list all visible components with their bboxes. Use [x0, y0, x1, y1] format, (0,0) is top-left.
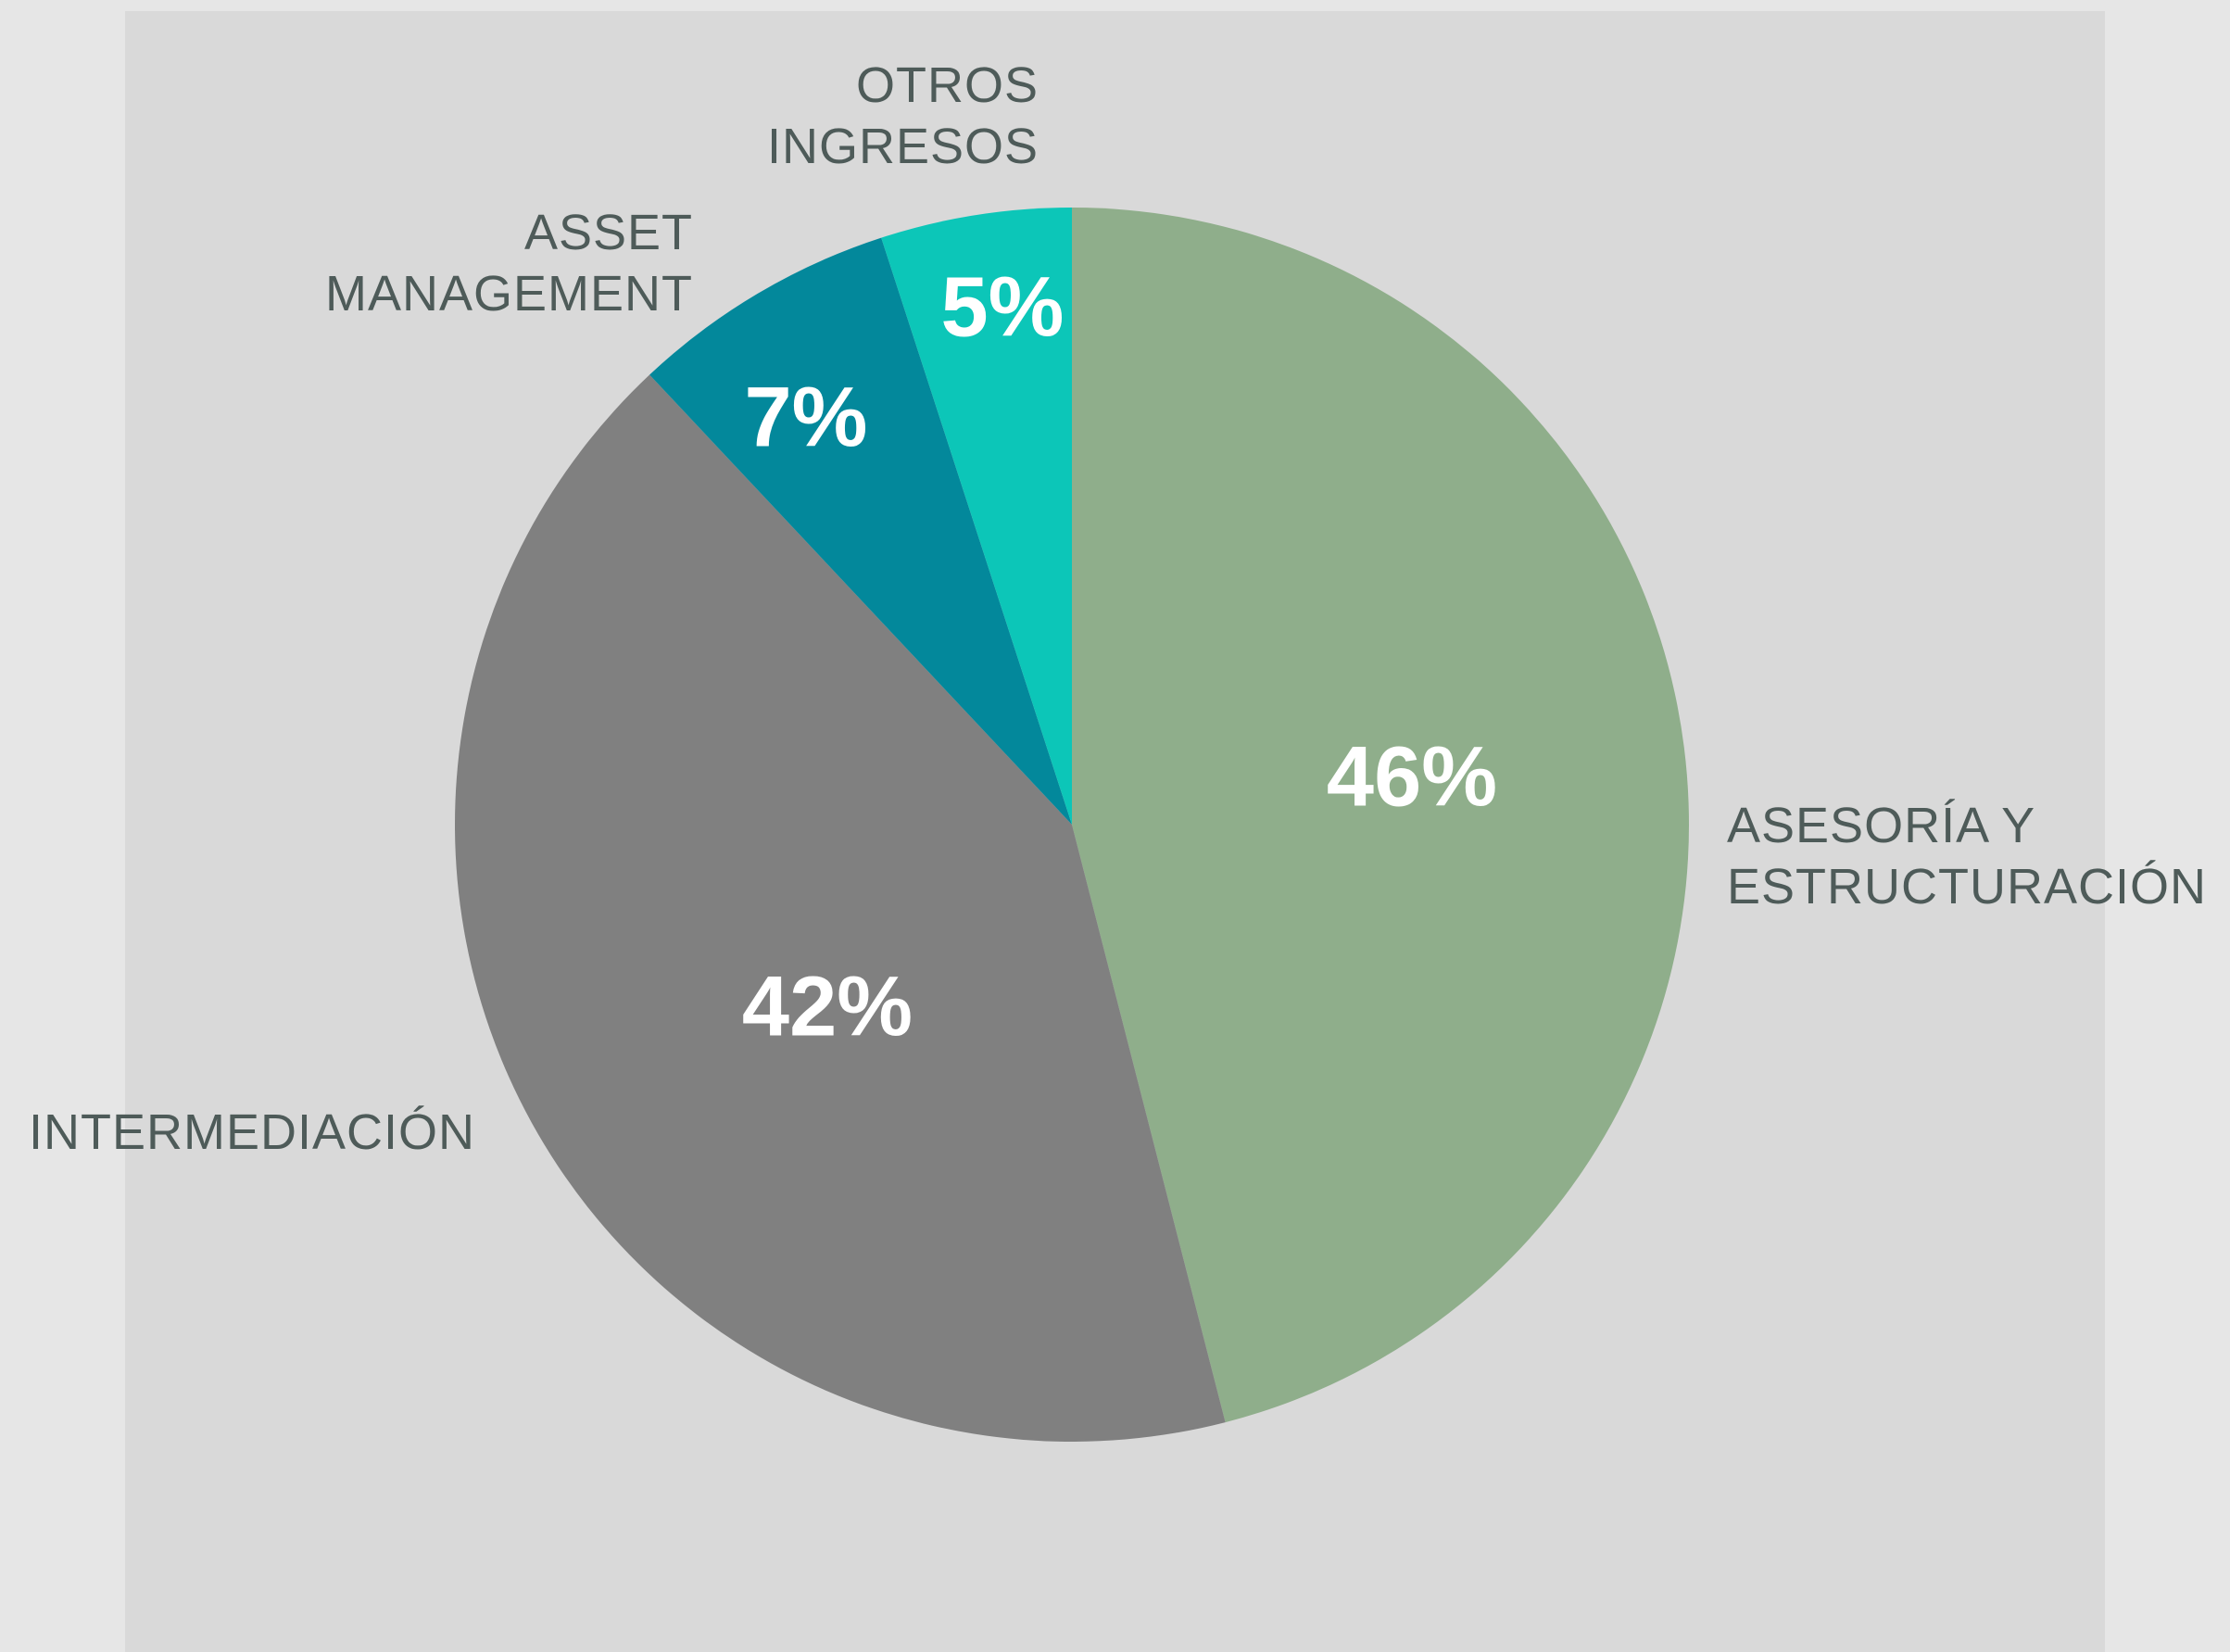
category-label: ASSET MANAGEMENT [325, 205, 693, 322]
pie-slice [1072, 208, 1690, 1423]
category-label: INTERMEDIACIÓN [29, 1104, 475, 1160]
category-label: ASESORÍA Y ESTRUCTURACIÓN [1727, 798, 2207, 914]
value-label: 46% [1327, 729, 1497, 824]
value-label: 5% [941, 259, 1065, 354]
pie-slice [455, 374, 1226, 1443]
value-label: 7% [745, 370, 868, 464]
pie-slice [881, 208, 1072, 825]
category-label: OTROS INGRESOS [767, 57, 1039, 174]
value-label: 42% [742, 959, 913, 1053]
pie-slice [649, 237, 1072, 825]
